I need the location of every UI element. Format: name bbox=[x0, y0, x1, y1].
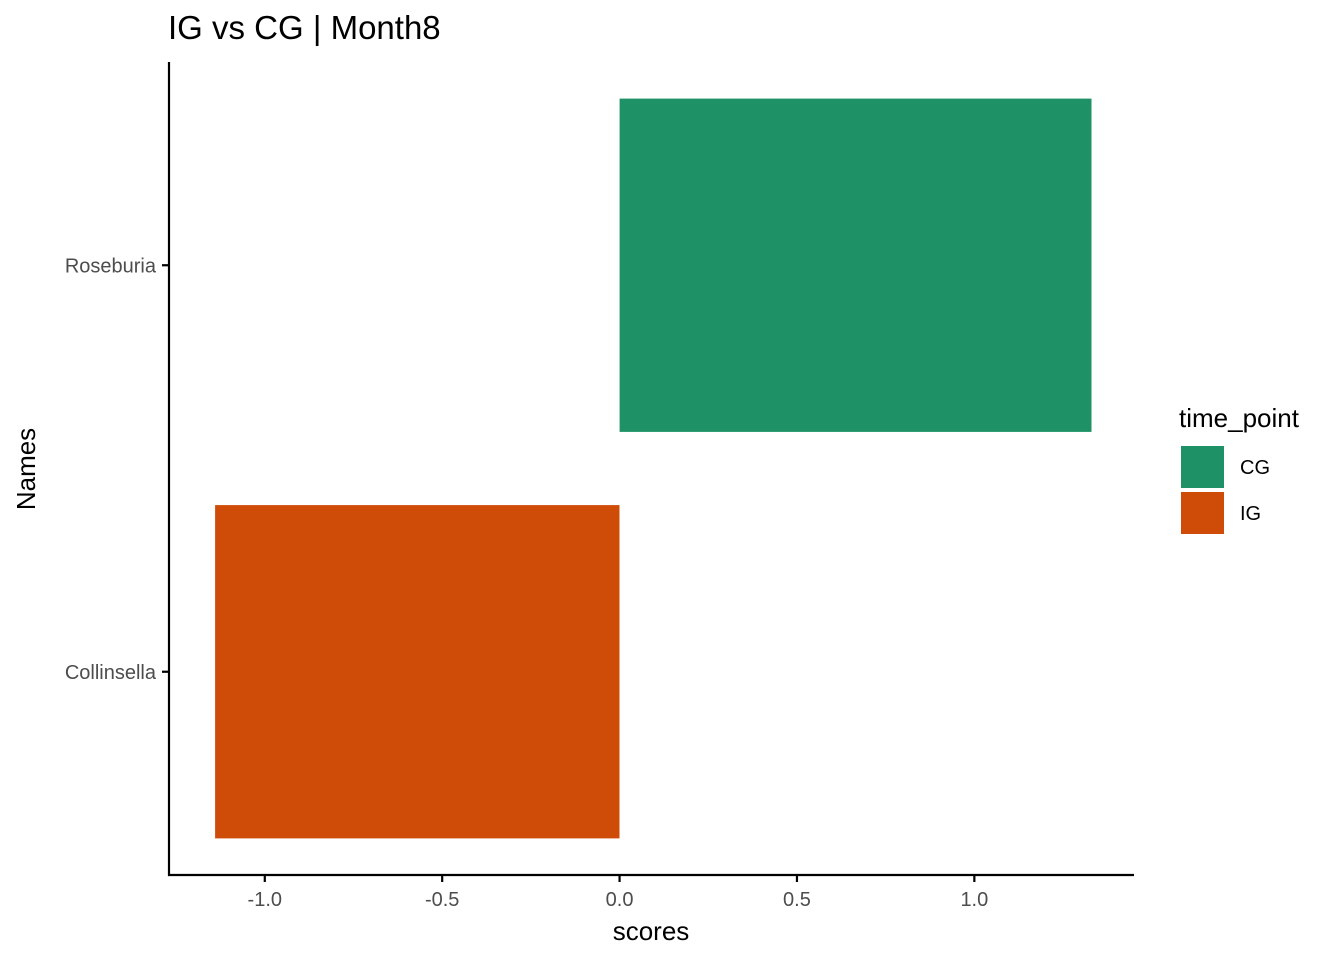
x-tick-label: 0.5 bbox=[783, 889, 811, 911]
legend-label: IG bbox=[1240, 503, 1261, 525]
chart-title: IG vs CG | Month8 bbox=[168, 9, 441, 46]
legend: time_point CG IG bbox=[1179, 403, 1300, 534]
legend-label: CG bbox=[1240, 457, 1270, 479]
x-tick-label: 1.0 bbox=[960, 889, 988, 911]
y-axis-title: Names bbox=[11, 428, 41, 510]
bar-roseburia bbox=[619, 98, 1092, 432]
y-tick-label: Roseburia bbox=[65, 255, 157, 277]
x-tick-label: -1.0 bbox=[248, 889, 282, 911]
bar-collinsella bbox=[215, 505, 620, 839]
x-ticks-layer: -1.0 -0.5 0.0 0.5 1.0 bbox=[248, 875, 988, 911]
legend-key-ig bbox=[1181, 492, 1224, 534]
legend-title: time_point bbox=[1179, 403, 1300, 433]
bars-layer bbox=[215, 98, 1092, 839]
x-tick-label: 0.0 bbox=[606, 889, 634, 911]
y-ticks-layer: Roseburia Collinsella bbox=[65, 255, 169, 684]
legend-items: CG IG bbox=[1181, 446, 1270, 534]
x-axis-title: scores bbox=[613, 916, 690, 946]
x-tick-label: -0.5 bbox=[425, 889, 459, 911]
legend-key-cg bbox=[1181, 446, 1224, 488]
y-tick-label: Collinsella bbox=[65, 662, 157, 684]
